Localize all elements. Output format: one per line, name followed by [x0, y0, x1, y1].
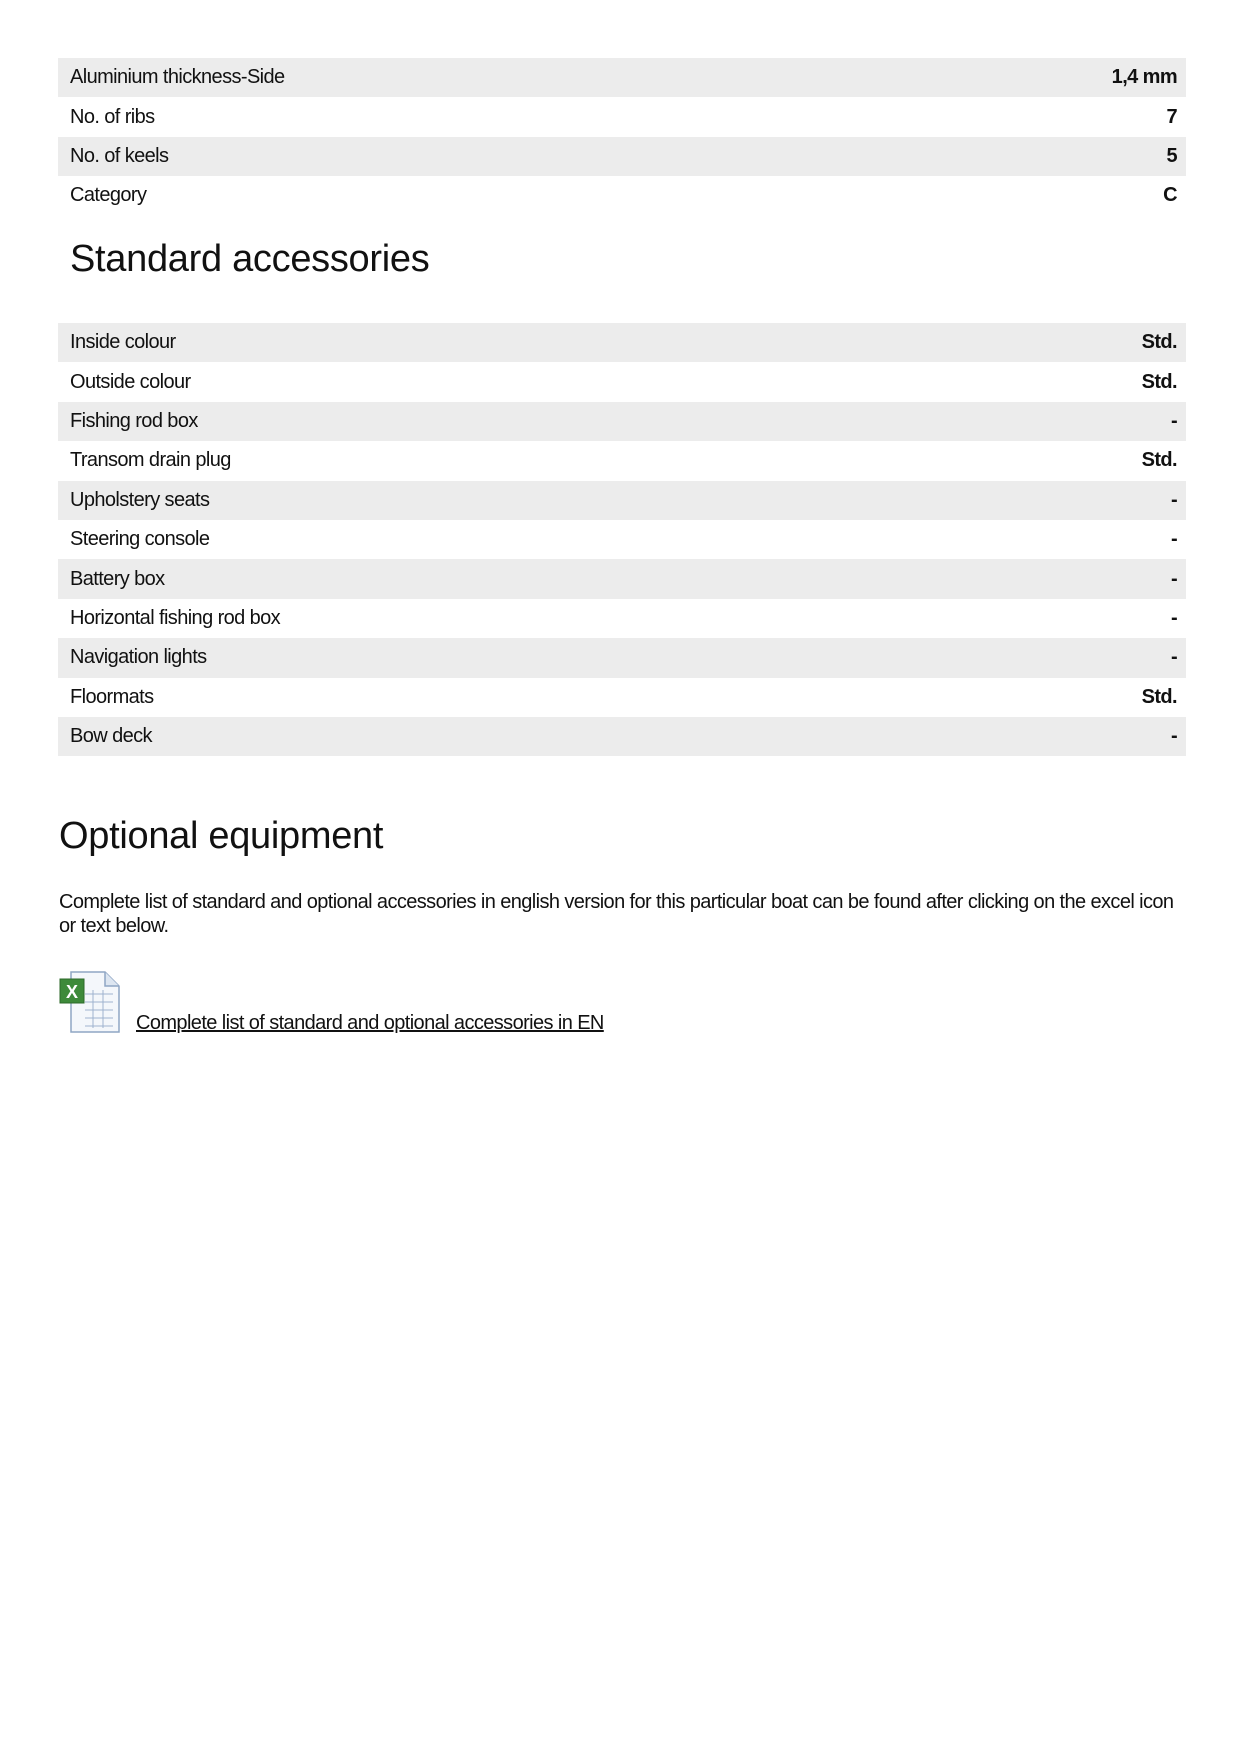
table-row: Navigation lights -	[58, 638, 1186, 678]
row-value: 7	[1166, 105, 1177, 128]
row-label: Aluminium thickness-Side	[70, 66, 285, 89]
table-row: Aluminium thickness-Side 1,4 mm	[58, 58, 1186, 98]
excel-file-icon[interactable]: X	[59, 970, 123, 1034]
row-label: Navigation lights	[70, 646, 207, 669]
table-row: Fishing rod box -	[58, 401, 1186, 442]
table-row: Category C	[58, 176, 1186, 215]
row-label: Upholstery seats	[70, 488, 210, 511]
table-row: Bow deck -	[58, 716, 1186, 757]
row-label: Horizontal fishing rod box	[70, 606, 281, 629]
row-value: Std.	[1141, 331, 1178, 354]
table-row: Steering console -	[58, 520, 1186, 559]
row-label: Floormats	[70, 685, 154, 708]
optional-equipment-heading: Optional equipment	[59, 815, 384, 857]
row-value: C	[1163, 184, 1177, 207]
standard-accessories-table: Inside colour Std. Outside colour Std. Fishi…	[58, 323, 1186, 757]
row-label: Steering console	[70, 528, 210, 551]
table-row: Horizontal fishing rod box -	[58, 599, 1186, 638]
standard-accessories-heading: Standard accessories	[70, 238, 430, 280]
row-label: No. of ribs	[70, 105, 155, 128]
row-value: 5	[1166, 144, 1177, 167]
row-value: Std.	[1141, 685, 1178, 708]
row-value: -	[1170, 646, 1178, 669]
row-label: Battery box	[70, 567, 165, 590]
row-value: Std.	[1141, 449, 1178, 472]
row-value: -	[1170, 567, 1178, 590]
row-value: -	[1170, 528, 1178, 551]
row-label: Fishing rod box	[70, 409, 198, 432]
table-row: No. of keels 5	[58, 136, 1186, 177]
row-label: Inside colour	[70, 331, 176, 354]
svg-text:X: X	[66, 982, 78, 1002]
row-label: Transom drain plug	[70, 449, 231, 472]
accessories-list-link[interactable]: Complete list of standard and optional a…	[136, 1012, 604, 1034]
table-row: Outside colour Std.	[58, 362, 1186, 401]
row-value: -	[1170, 409, 1178, 432]
row-value: 1,4 mm	[1111, 66, 1178, 89]
table-row: Transom drain plug Std.	[58, 441, 1186, 480]
row-label: Outside colour	[70, 370, 191, 393]
row-label: Bow deck	[70, 725, 153, 748]
row-value: -	[1170, 725, 1178, 748]
table-row: Battery box -	[58, 559, 1186, 599]
table-row: No. of ribs 7	[58, 97, 1186, 136]
optional-description: Complete list of standard and optional a…	[59, 891, 1174, 937]
specs-table: Aluminium thickness-Side 1,4 mm No. of ri…	[58, 58, 1186, 216]
table-row: Upholstery seats -	[58, 480, 1186, 520]
row-value: -	[1170, 488, 1178, 511]
row-value: Std.	[1141, 370, 1178, 393]
table-row: Inside colour Std.	[58, 323, 1186, 363]
row-label: Category	[70, 184, 147, 207]
row-label: No. of keels	[70, 144, 169, 167]
table-row: Floormats Std.	[58, 678, 1186, 717]
row-value: -	[1170, 606, 1178, 629]
